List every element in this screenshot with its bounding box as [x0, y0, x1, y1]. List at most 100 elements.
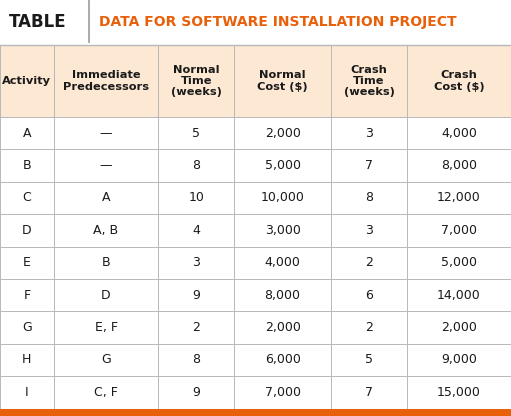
- Bar: [54, 182, 158, 214]
- Text: Normal
Cost ($): Normal Cost ($): [257, 70, 308, 92]
- Bar: [407, 117, 511, 149]
- Bar: [234, 376, 331, 409]
- Bar: [234, 182, 331, 214]
- Bar: [158, 45, 234, 117]
- Bar: [158, 182, 234, 214]
- Text: 8: 8: [365, 191, 373, 204]
- Text: 15,000: 15,000: [437, 386, 481, 399]
- Text: 9: 9: [192, 289, 200, 302]
- Bar: [331, 149, 407, 182]
- Bar: [407, 149, 511, 182]
- Bar: [0, 117, 54, 149]
- Text: Crash
Cost ($): Crash Cost ($): [433, 70, 484, 92]
- Bar: [0, 279, 54, 311]
- Bar: [0, 376, 54, 409]
- Bar: [158, 247, 234, 279]
- Bar: [54, 45, 158, 117]
- Text: I: I: [25, 386, 29, 399]
- Bar: [331, 247, 407, 279]
- Text: 12,000: 12,000: [437, 191, 481, 204]
- Text: DATA FOR SOFTWARE INSTALLATION PROJECT: DATA FOR SOFTWARE INSTALLATION PROJECT: [99, 15, 456, 30]
- Bar: [331, 344, 407, 376]
- Bar: [331, 214, 407, 247]
- Text: 2,000: 2,000: [441, 321, 477, 334]
- Bar: [158, 344, 234, 376]
- Bar: [158, 376, 234, 409]
- Bar: [0, 344, 54, 376]
- Text: D: D: [22, 224, 32, 237]
- Bar: [234, 45, 331, 117]
- Bar: [158, 279, 234, 311]
- Text: C, F: C, F: [94, 386, 118, 399]
- Bar: [234, 311, 331, 344]
- Bar: [54, 344, 158, 376]
- Text: B: B: [22, 159, 31, 172]
- Text: 2,000: 2,000: [265, 126, 300, 140]
- Text: E: E: [23, 256, 31, 269]
- Bar: [331, 45, 407, 117]
- Bar: [234, 344, 331, 376]
- Text: 4: 4: [192, 224, 200, 237]
- Text: Activity: Activity: [3, 76, 51, 86]
- Bar: [407, 182, 511, 214]
- Text: 14,000: 14,000: [437, 289, 481, 302]
- Bar: [0, 247, 54, 279]
- Text: 10: 10: [188, 191, 204, 204]
- Bar: [0, 409, 511, 416]
- Text: D: D: [101, 289, 111, 302]
- Text: 7,000: 7,000: [441, 224, 477, 237]
- Bar: [0, 45, 54, 117]
- Text: TABLE: TABLE: [9, 13, 67, 32]
- Bar: [407, 214, 511, 247]
- Text: Crash
Time
(weeks): Crash Time (weeks): [343, 65, 394, 97]
- Bar: [0, 149, 54, 182]
- Bar: [158, 311, 234, 344]
- Bar: [54, 247, 158, 279]
- Bar: [54, 311, 158, 344]
- Bar: [407, 311, 511, 344]
- Bar: [407, 279, 511, 311]
- Bar: [0, 311, 54, 344]
- Text: A, B: A, B: [94, 224, 119, 237]
- Text: 3,000: 3,000: [265, 224, 300, 237]
- Text: H: H: [22, 354, 32, 366]
- Text: E, F: E, F: [95, 321, 118, 334]
- Text: 5,000: 5,000: [265, 159, 300, 172]
- Text: 9: 9: [192, 386, 200, 399]
- Bar: [331, 182, 407, 214]
- Text: B: B: [102, 256, 110, 269]
- Text: Normal
Time
(weeks): Normal Time (weeks): [171, 65, 222, 97]
- Text: 2,000: 2,000: [265, 321, 300, 334]
- Text: 7: 7: [365, 159, 373, 172]
- Text: 9,000: 9,000: [441, 354, 477, 366]
- Text: A: A: [102, 191, 110, 204]
- Bar: [54, 149, 158, 182]
- Text: 4,000: 4,000: [265, 256, 300, 269]
- Text: G: G: [22, 321, 32, 334]
- Bar: [234, 214, 331, 247]
- Text: 2: 2: [365, 321, 373, 334]
- Text: C: C: [22, 191, 31, 204]
- Bar: [407, 247, 511, 279]
- Text: 2: 2: [192, 321, 200, 334]
- Bar: [407, 376, 511, 409]
- Bar: [54, 279, 158, 311]
- Bar: [407, 344, 511, 376]
- Text: 7: 7: [365, 386, 373, 399]
- Text: 3: 3: [365, 126, 373, 140]
- Bar: [331, 279, 407, 311]
- Text: 3: 3: [365, 224, 373, 237]
- Bar: [407, 45, 511, 117]
- Bar: [54, 117, 158, 149]
- Bar: [158, 214, 234, 247]
- Text: 4,000: 4,000: [441, 126, 477, 140]
- Bar: [234, 279, 331, 311]
- Text: Immediate
Predecessors: Immediate Predecessors: [63, 70, 149, 92]
- Bar: [158, 117, 234, 149]
- Text: 5: 5: [192, 126, 200, 140]
- Text: 6: 6: [365, 289, 373, 302]
- Text: 8,000: 8,000: [265, 289, 300, 302]
- Text: —: —: [100, 126, 112, 140]
- Bar: [234, 117, 331, 149]
- Bar: [0, 182, 54, 214]
